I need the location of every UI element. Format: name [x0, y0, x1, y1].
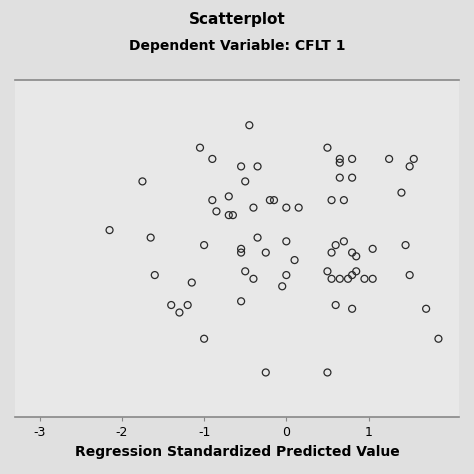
Point [344, 275, 352, 283]
Point [147, 234, 155, 241]
Point [336, 159, 344, 166]
Point [139, 178, 146, 185]
Point [151, 271, 159, 279]
Title: Dependent Variable: CFLT 1: Dependent Variable: CFLT 1 [129, 39, 345, 53]
Point [328, 249, 335, 256]
Point [262, 369, 270, 376]
Point [270, 196, 278, 204]
Point [353, 253, 360, 260]
Point [237, 249, 245, 256]
Point [176, 309, 183, 316]
Point [262, 249, 270, 256]
Point [398, 189, 405, 196]
Point [328, 275, 335, 283]
Point [196, 144, 204, 152]
Point [213, 208, 220, 215]
Point [209, 155, 216, 163]
Point [209, 196, 216, 204]
Point [336, 174, 344, 182]
Point [266, 196, 273, 204]
Point [324, 267, 331, 275]
Point [225, 192, 233, 200]
Point [406, 163, 413, 170]
Point [336, 275, 344, 283]
X-axis label: Regression Standardized Predicted Value: Regression Standardized Predicted Value [74, 445, 400, 459]
Point [246, 121, 253, 129]
Point [201, 335, 208, 343]
Point [324, 369, 331, 376]
Point [435, 335, 442, 343]
Point [237, 245, 245, 253]
Point [283, 237, 290, 245]
Point [188, 279, 196, 286]
Point [361, 275, 368, 283]
Point [283, 204, 290, 211]
Point [402, 241, 410, 249]
Point [369, 275, 376, 283]
Point [328, 196, 335, 204]
Text: Scatterplot: Scatterplot [189, 12, 285, 27]
Point [254, 163, 261, 170]
Point [348, 305, 356, 312]
Point [348, 271, 356, 279]
Point [241, 178, 249, 185]
Point [348, 249, 356, 256]
Point [369, 245, 376, 253]
Point [385, 155, 393, 163]
Point [332, 301, 339, 309]
Point [348, 174, 356, 182]
Point [237, 163, 245, 170]
Point [422, 305, 430, 312]
Point [295, 204, 302, 211]
Point [406, 271, 413, 279]
Point [241, 267, 249, 275]
Point [229, 211, 237, 219]
Point [332, 241, 339, 249]
Point [340, 196, 348, 204]
Point [353, 267, 360, 275]
Point [184, 301, 191, 309]
Point [291, 256, 298, 264]
Point [324, 144, 331, 152]
Point [106, 226, 113, 234]
Point [201, 241, 208, 249]
Point [336, 155, 344, 163]
Point [250, 275, 257, 283]
Point [348, 155, 356, 163]
Point [410, 155, 418, 163]
Point [167, 301, 175, 309]
Point [254, 234, 261, 241]
Point [225, 211, 233, 219]
Point [283, 271, 290, 279]
Point [278, 283, 286, 290]
Point [237, 298, 245, 305]
Point [250, 204, 257, 211]
Point [340, 237, 348, 245]
